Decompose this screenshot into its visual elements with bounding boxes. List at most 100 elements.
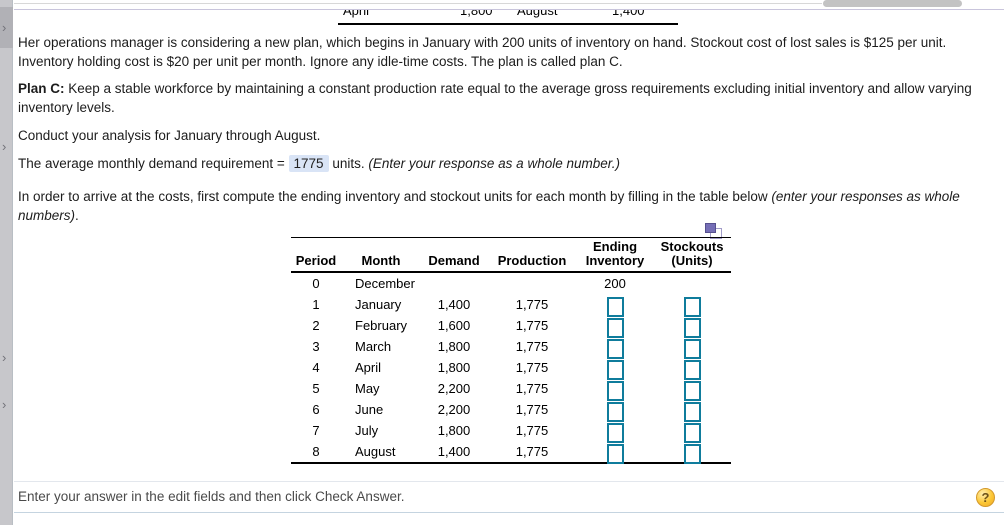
cell-demand: 2,200 [437, 381, 471, 396]
intro-paragraph: Her operations manager is considering a … [18, 35, 947, 69]
cell-production: 1,775 [515, 444, 549, 459]
cell-stockouts [653, 399, 731, 422]
stockouts-input-1[interactable] [683, 296, 701, 317]
cell-production [487, 272, 577, 294]
prev-table-value-cell: 1,800 [460, 10, 493, 18]
fill-instruction-text: In order to arrive at the costs, first c… [18, 189, 772, 204]
cell-stockouts [653, 441, 731, 464]
cell-month: March [355, 339, 392, 354]
cell-stockouts [653, 272, 731, 294]
ending-inventory-input-3[interactable] [606, 338, 624, 359]
table-header: Period Month Demand Production Ending Inv… [291, 237, 731, 273]
header-ending-inventory: Ending Inventory [577, 237, 653, 273]
cell-period: 2 [312, 318, 320, 333]
cell-month: April [355, 360, 382, 375]
ending-inventory-input-6[interactable] [606, 401, 624, 422]
cell-production: 1,775 [515, 318, 549, 333]
table-row: 6 June 2,200 1,775 [291, 399, 731, 422]
fill-instruction-period: . [75, 208, 79, 223]
cell-ending-inventory [577, 378, 653, 401]
cell-demand: 1,800 [437, 339, 471, 354]
stockouts-input-6[interactable] [683, 401, 701, 422]
cell-period: 1 [312, 297, 320, 312]
ending-inventory-input-5[interactable] [606, 380, 624, 401]
expand-panel-chevron-icon[interactable]: › [2, 139, 7, 154]
header-month: Month [341, 237, 421, 273]
cell-demand [421, 272, 487, 294]
content-top-divider [14, 9, 1004, 10]
table-row: 8 August 1,400 1,775 [291, 441, 731, 464]
stockouts-input-5[interactable] [683, 380, 701, 401]
cell-month: December [355, 276, 415, 291]
average-demand-line: The average monthly demand requirement =… [18, 154, 994, 173]
cell-stockouts [653, 357, 731, 380]
table-row: 5 May 2,200 1,775 [291, 378, 731, 401]
cell-ending-inventory [577, 399, 653, 422]
plan-c-text: Keep a stable workforce by maintaining a… [18, 81, 972, 115]
header-period: Period [291, 237, 341, 273]
left-collapse-rail: › › › › [0, 0, 13, 525]
cell-demand: 1,400 [437, 297, 471, 312]
cell-production: 1,775 [515, 423, 549, 438]
stockouts-input-3[interactable] [683, 338, 701, 359]
cell-month: February [355, 318, 408, 333]
cell-period: 6 [312, 402, 320, 417]
stockouts-input-4[interactable] [683, 359, 701, 380]
ending-inventory-input-7[interactable] [606, 422, 624, 443]
cell-month: May [355, 381, 380, 396]
table-row: 3 March 1,800 1,775 [291, 336, 731, 359]
cell-period: 3 [312, 339, 320, 354]
cell-production: 1,775 [515, 339, 549, 354]
ending-inventory-input-4[interactable] [606, 359, 624, 380]
cell-stockouts [653, 420, 731, 443]
prev-table-month-cell: April [343, 10, 370, 18]
stockouts-input-2[interactable] [683, 317, 701, 338]
help-button[interactable]: ? [976, 488, 995, 507]
previous-table-bottom-rule [338, 23, 678, 25]
footer-instruction: Enter your answer in the edit fields and… [18, 489, 405, 504]
ending-inventory-input-8[interactable] [606, 443, 624, 464]
cell-ending-inventory [577, 420, 653, 443]
cell-demand: 2,200 [437, 402, 471, 417]
footer-divider [14, 481, 1004, 482]
cell-period: 7 [312, 423, 320, 438]
previous-table-clipped-row: April 1,800 August 1,400 [338, 10, 680, 23]
conduct-analysis-line: Conduct your analysis for January throug… [18, 128, 321, 143]
stockouts-input-8[interactable] [683, 443, 701, 464]
ending-inventory-input-2[interactable] [606, 317, 624, 338]
table-row: 7 July 1,800 1,775 [291, 420, 731, 443]
fill-instruction-italic: (enter your responses as whole numbers) [18, 189, 960, 223]
footer-bottom-divider [14, 512, 1004, 513]
cell-production: 1,775 [515, 381, 549, 396]
stockouts-input-7[interactable] [683, 422, 701, 443]
expand-panel-chevron-icon[interactable]: › [2, 20, 7, 35]
header-stockouts: Stockouts (Units) [653, 237, 731, 273]
horizontal-scrollbar-thumb[interactable] [823, 0, 962, 7]
demand-table-body: 0 December 200 1 January 1,400 1,775 2 February 1… [291, 272, 731, 464]
cell-demand: 1,800 [437, 423, 471, 438]
cell-month: August [355, 444, 396, 459]
expand-panel-chevron-icon[interactable]: › [2, 397, 7, 412]
cell-ending-inventory [577, 315, 653, 338]
popout-icon-front-square [705, 223, 716, 233]
ending-inventory-input-1[interactable] [606, 296, 624, 317]
table-row: 1 January 1,400 1,775 [291, 294, 731, 317]
cell-demand: 1,800 [437, 360, 471, 375]
expand-panel-chevron-icon[interactable]: › [2, 350, 7, 365]
average-demand-prefix: The average monthly demand requirement = [18, 156, 289, 171]
average-demand-units: units. [328, 156, 369, 171]
plan-c-label: Plan C: [18, 81, 65, 96]
cell-period: 4 [312, 360, 320, 375]
cell-ending-inventory [577, 441, 653, 464]
prev-table-month-cell: August [517, 10, 558, 18]
cell-stockouts [653, 294, 731, 317]
average-demand-answer-field[interactable]: 1775 [288, 155, 329, 172]
cell-production: 1,775 [515, 360, 549, 375]
cell-production: 1,775 [515, 402, 549, 417]
cell-ending-inventory [577, 357, 653, 380]
header-production: Production [487, 237, 577, 273]
cell-production: 1,775 [515, 297, 549, 312]
cell-month: January [355, 297, 402, 312]
cell-month: July [355, 423, 379, 438]
problem-text-column: Her operations manager is considering a … [18, 33, 994, 225]
